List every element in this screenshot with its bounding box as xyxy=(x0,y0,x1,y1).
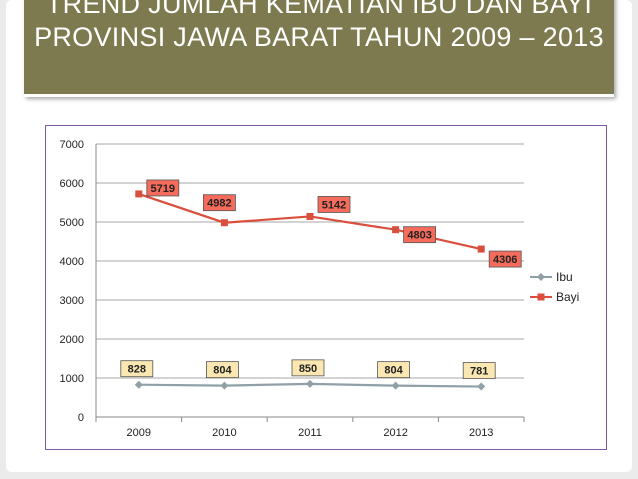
data-label: 5719 xyxy=(151,183,175,195)
data-label-box xyxy=(291,359,325,377)
x-tick-label: 2012 xyxy=(383,427,407,439)
data-label: 828 xyxy=(128,364,146,376)
data-label-box xyxy=(462,362,496,379)
data-label-box xyxy=(377,361,411,379)
legend-label: Ibu xyxy=(556,270,573,284)
data-label: 5142 xyxy=(322,199,346,211)
data-point xyxy=(306,212,314,220)
data-point xyxy=(477,245,485,253)
data-label: 804 xyxy=(213,365,232,377)
data-label: 4306 xyxy=(493,254,517,266)
data-label-box xyxy=(205,361,239,379)
x-tick-label: 2013 xyxy=(469,427,493,439)
y-tick-label: 5000 xyxy=(60,217,84,229)
x-tick-label: 2009 xyxy=(127,427,151,439)
y-tick-label: 1000 xyxy=(60,373,84,385)
y-tick-label: 2000 xyxy=(60,334,84,346)
y-tick-label: 3000 xyxy=(60,295,84,307)
data-point xyxy=(306,379,314,388)
x-tick-label: 2011 xyxy=(298,427,322,439)
chart-frame: 0 1000 2000 3000 4000 5000 6000 7000 2009 2010 201… xyxy=(45,125,607,450)
data-label: 4982 xyxy=(207,198,231,210)
x-tick-label: 2010 xyxy=(212,427,236,439)
data-point xyxy=(391,381,400,390)
legend-marker xyxy=(537,273,545,281)
y-tick-label: 6000 xyxy=(60,178,84,190)
y-tick-label: 0 xyxy=(78,412,84,424)
data-point xyxy=(134,380,143,389)
title-banner: TREND JUMLAH KEMATIAN IBU DAN BAYI PROVI… xyxy=(24,0,614,97)
data-label-box xyxy=(120,360,154,378)
data-label: 804 xyxy=(384,365,403,377)
legend-marker xyxy=(537,293,545,301)
data-label-box xyxy=(403,226,437,244)
data-label: 850 xyxy=(299,363,317,375)
y-tick-label: 4000 xyxy=(60,256,84,268)
data-label: 781 xyxy=(470,366,488,378)
data-label: 4803 xyxy=(407,230,431,242)
data-point xyxy=(135,190,143,198)
data-point xyxy=(220,219,228,227)
data-label-box xyxy=(488,250,522,268)
data-label-box xyxy=(317,196,351,213)
data-point xyxy=(220,381,229,390)
legend-label: Bayi xyxy=(556,290,579,304)
data-label-box xyxy=(202,194,236,212)
y-tick-label: 7000 xyxy=(60,139,84,151)
data-label-box xyxy=(146,179,180,197)
data-point xyxy=(392,226,400,234)
data-point xyxy=(477,382,486,391)
slide-title: TREND JUMLAH KEMATIAN IBU DAN BAYI PROVI… xyxy=(34,0,604,52)
line-chart: 0 1000 2000 3000 4000 5000 6000 7000 2009 2010 201… xyxy=(60,139,580,439)
